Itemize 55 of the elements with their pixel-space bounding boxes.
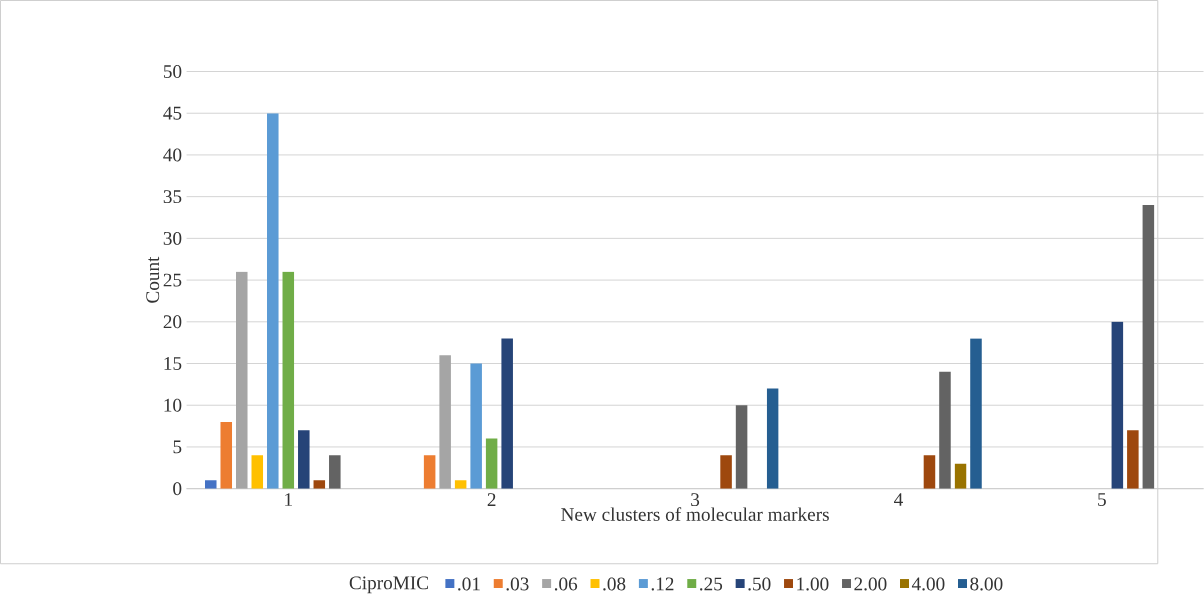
y-tick-label: 25 [163,273,182,287]
legend-label: .50 [748,577,771,591]
y-tick-label: 45 [163,107,182,120]
y-tick-label: 10 [164,398,182,412]
bar [720,455,732,489]
legend-label: 8.00 [970,577,1003,591]
y-tick-label: 15 [164,357,182,371]
bar [485,438,498,489]
bar [204,480,217,489]
bar [766,388,779,489]
bar [939,372,951,489]
bar [1142,205,1155,489]
legend-label: .25 [700,577,723,591]
bar [1111,322,1124,489]
x-tick-label: 4 [894,493,903,507]
y-axis-title: Count [146,256,160,304]
x-tick-label: 1 [285,493,292,507]
bar [970,338,982,489]
bar [267,113,279,489]
y-tick-label: 20 [163,315,182,329]
y-tick-label: 0 [173,482,182,496]
x-tick-label: 5 [1098,493,1106,507]
legend-label: 4.00 [911,577,945,591]
legend-label: 1.00 [797,577,829,591]
bar [954,463,967,489]
legend-label: .06 [554,577,578,591]
y-tick-label: 5 [173,440,182,454]
y-tick-label: 50 [163,65,182,79]
bar [236,271,248,489]
bar [220,422,233,489]
legend-label: 2.00 [854,577,887,591]
bar [470,363,482,489]
x-tick-label: 2 [487,493,496,507]
bar [251,455,264,489]
y-tick-label: 30 [163,232,182,246]
bar [454,480,467,489]
bar [735,405,748,489]
bar [313,480,326,489]
legend-title: CiproMIC [349,576,428,594]
bar [423,455,436,489]
legend-label: .03 [506,577,529,591]
x-axis-title: New clusters of molecular markers [561,507,829,522]
bar [923,455,936,489]
x-tick-label: 3 [691,493,700,507]
bar [501,338,513,489]
legend-label: .12 [651,577,674,591]
y-tick-label: 40 [163,148,182,162]
legend-label: .08 [603,577,626,591]
bar [1127,430,1139,489]
legend-label: .01 [458,577,480,591]
bar [282,271,295,489]
y-tick-label: 35 [163,190,182,204]
bar [329,455,341,489]
bar [439,355,451,489]
bar [298,430,310,489]
